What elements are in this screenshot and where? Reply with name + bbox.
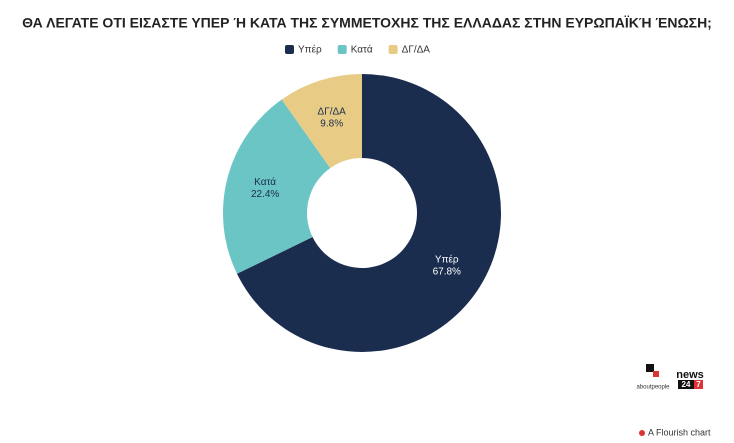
credit-icon bbox=[639, 430, 645, 436]
branding: aboutpeople news 24 7 A Flourish chart bbox=[636, 364, 711, 437]
slice-label: ΔΓ/ΔΑ bbox=[318, 106, 347, 117]
legend-label: Υπέρ bbox=[298, 44, 322, 56]
logo-icon bbox=[646, 364, 654, 372]
slice-value: 22.4% bbox=[251, 189, 279, 200]
logo-text: 24 bbox=[682, 380, 691, 389]
logo-text: 7 bbox=[696, 380, 701, 389]
logo-text: news bbox=[676, 369, 704, 381]
credit[interactable]: A Flourish chart bbox=[648, 427, 711, 437]
donut-slice bbox=[236, 74, 501, 352]
slice-value: 67.8% bbox=[433, 267, 461, 278]
legend-label: Κατά bbox=[351, 44, 373, 56]
legend-label: ΔΓ/ΔΑ bbox=[402, 45, 431, 56]
donut-slice bbox=[281, 74, 362, 169]
legend-swatch bbox=[337, 45, 347, 54]
chart-title: ΘΑ ΛΕΓΑΤΕ ΟΤΙ ΕΙΣΑΣΤΕ ΥΠΕΡ Ή ΚΑΤΑ ΤΗΣ ΣΥ… bbox=[22, 15, 712, 31]
logo-box bbox=[694, 380, 703, 389]
donut-slice bbox=[222, 99, 331, 274]
slice-label: Κατά bbox=[254, 176, 276, 188]
legend-swatch bbox=[388, 45, 398, 54]
slice-value: 9.8% bbox=[320, 118, 343, 129]
logo-text: aboutpeople bbox=[636, 385, 670, 391]
logo-icon bbox=[653, 371, 659, 377]
slice-label: Υπέρ bbox=[435, 254, 459, 266]
logo-box bbox=[678, 380, 694, 389]
legend: Υπέρ Κατά ΔΓ/ΔΑ bbox=[285, 44, 430, 56]
legend-swatch bbox=[285, 45, 294, 54]
